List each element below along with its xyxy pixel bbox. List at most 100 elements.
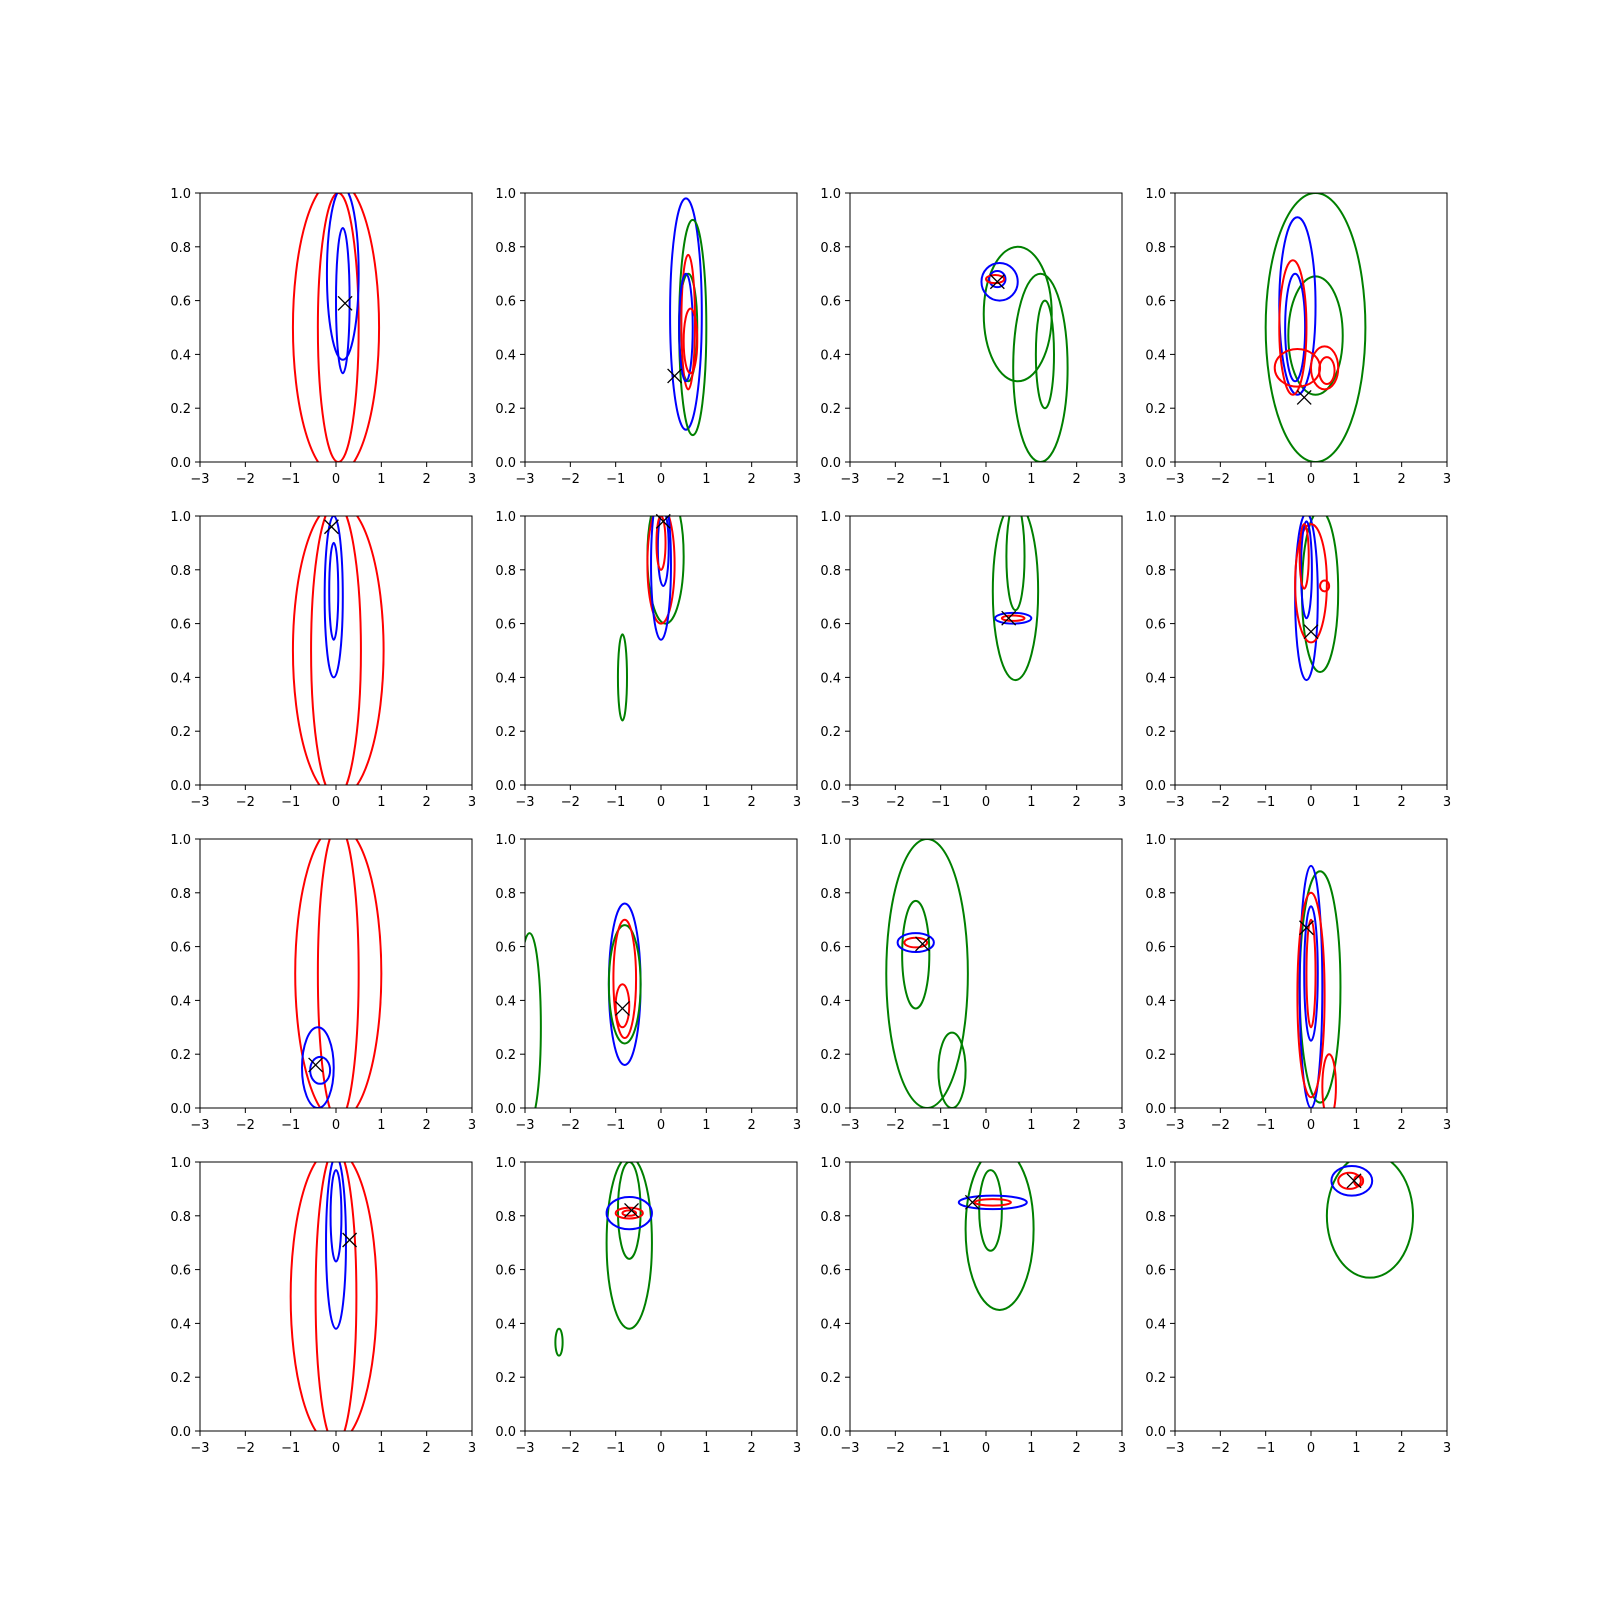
y-tick-label: 0.4 (495, 348, 516, 363)
subplot-r0-c2: −3 −2 −1 0 1 2 3 0.0 0.2 0.4 0.6 0.8 1.0 (820, 187, 1126, 487)
y-tick-label: 1.0 (1145, 510, 1166, 525)
x-tick-label: 0 (657, 1118, 665, 1133)
green-contour (885, 839, 969, 1108)
green-contour (525, 932, 542, 1108)
y-tick-label: 0.4 (820, 348, 841, 363)
x-tick-label: 0 (1307, 795, 1315, 810)
x-tick-label: 2 (423, 1118, 431, 1133)
red-contour (1305, 918, 1317, 1029)
x-tick-label: −2 (561, 795, 580, 810)
subplot-r1-c1: −3 −2 −1 0 1 2 3 0.0 0.2 0.4 0.6 0.8 1.0 (495, 510, 801, 810)
y-tick-label: 0.6 (1145, 941, 1166, 956)
contour-group (291, 516, 385, 785)
blue-contour (301, 1026, 335, 1108)
y-tick-label: 0.6 (170, 295, 191, 310)
x-marker (308, 1057, 324, 1073)
x-tick-label: 2 (1398, 1441, 1406, 1456)
x-tick-label: −1 (606, 1118, 625, 1133)
contour-group (291, 193, 381, 462)
x-tick-label: −2 (1211, 1118, 1230, 1133)
y-tick-label: 0.4 (495, 1317, 516, 1332)
green-contour (1325, 1162, 1414, 1279)
y-tick-label: 0.6 (170, 1264, 191, 1279)
x-marker (342, 1232, 358, 1248)
blue-contour (669, 197, 703, 431)
contour-group (525, 902, 642, 1108)
subplot-r0-c1: −3 −2 −1 0 1 2 3 0.0 0.2 0.4 0.6 0.8 1.0 (495, 187, 801, 487)
x-tick-label: −2 (561, 1118, 580, 1133)
y-tick-label: 0.2 (170, 1048, 191, 1063)
green-contour (901, 899, 931, 1010)
x-tick-label: 1 (702, 1118, 710, 1133)
y-tick-label: 0.6 (170, 618, 191, 633)
red-contour (1337, 1171, 1362, 1190)
x-tick-label: 0 (332, 1441, 340, 1456)
axes-frame (199, 838, 473, 1109)
y-tick-label: 1.0 (495, 1156, 516, 1171)
x-tick-label: 0 (1307, 472, 1315, 487)
red-contour (316, 839, 360, 1108)
y-tick-label: 0.4 (170, 1317, 191, 1332)
axes-frame (849, 192, 1123, 463)
y-tick-label: 0.4 (1145, 348, 1166, 363)
x-tick-label: −3 (515, 472, 534, 487)
blue-contour (988, 270, 1007, 289)
red-contour (316, 193, 360, 462)
x-tick-label: −3 (515, 1118, 534, 1133)
y-tick-label: 0.0 (820, 456, 841, 471)
x-tick-label: 2 (748, 1118, 756, 1133)
x-tick-label: −1 (1256, 472, 1275, 487)
y-tick-label: 0.6 (820, 1264, 841, 1279)
red-contour (621, 1209, 638, 1217)
y-tick-label: 0.4 (170, 671, 191, 686)
y-tick-label: 0.0 (1145, 1425, 1166, 1440)
x-marker (1346, 1173, 1362, 1189)
red-contour (614, 983, 631, 1029)
x-tick-label: −1 (1256, 1118, 1275, 1133)
x-tick-label: 2 (1398, 1118, 1406, 1133)
x-tick-label: 1 (1027, 795, 1035, 810)
green-contour (605, 1162, 653, 1330)
x-tick-label: 2 (748, 1441, 756, 1456)
contour-group (1296, 864, 1342, 1108)
x-tick-label: −1 (1256, 795, 1275, 810)
y-tick-label: 0.2 (495, 1048, 516, 1063)
x-tick-label: 2 (1073, 795, 1081, 810)
y-tick-label: 0.0 (495, 1425, 516, 1440)
axes-frame (524, 1161, 798, 1432)
x-tick-label: −1 (281, 1441, 300, 1456)
x-marker (1296, 389, 1312, 405)
x-tick-label: 2 (423, 1441, 431, 1456)
y-tick-label: 0.2 (820, 1048, 841, 1063)
x-tick-label: 1 (377, 472, 385, 487)
red-contour (1296, 891, 1326, 1099)
y-tick-label: 0.0 (820, 779, 841, 794)
y-tick-label: 0.8 (1145, 241, 1166, 256)
x-tick-label: 3 (793, 795, 801, 810)
blue-contour (329, 1169, 343, 1263)
x-tick-label: 0 (657, 1441, 665, 1456)
y-tick-label: 0.2 (820, 725, 841, 740)
y-tick-label: 0.2 (1145, 1048, 1166, 1063)
y-tick-label: 0.2 (495, 1371, 516, 1386)
x-tick-label: −1 (931, 795, 950, 810)
y-tick-label: 1.0 (820, 187, 841, 202)
x-tick-label: 1 (1027, 1118, 1035, 1133)
x-tick-label: 1 (1027, 472, 1035, 487)
y-tick-label: 0.2 (1145, 725, 1166, 740)
x-tick-label: 2 (1073, 1441, 1081, 1456)
x-tick-label: −1 (606, 472, 625, 487)
x-tick-label: −2 (236, 472, 255, 487)
subplot-r3-c1: −3 −2 −1 0 1 2 3 0.0 0.2 0.4 0.6 0.8 1.0 (495, 1156, 801, 1456)
y-tick-label: 0.4 (170, 994, 191, 1009)
x-marker (337, 295, 353, 311)
y-tick-label: 1.0 (495, 510, 516, 525)
x-tick-label: −2 (886, 795, 905, 810)
y-tick-label: 0.0 (495, 456, 516, 471)
y-tick-label: 0.6 (820, 295, 841, 310)
axes-frame (1174, 1161, 1448, 1432)
contour-group (616, 516, 685, 722)
y-tick-label: 0.6 (170, 941, 191, 956)
y-tick-label: 0.4 (1145, 671, 1166, 686)
y-tick-label: 0.6 (820, 941, 841, 956)
